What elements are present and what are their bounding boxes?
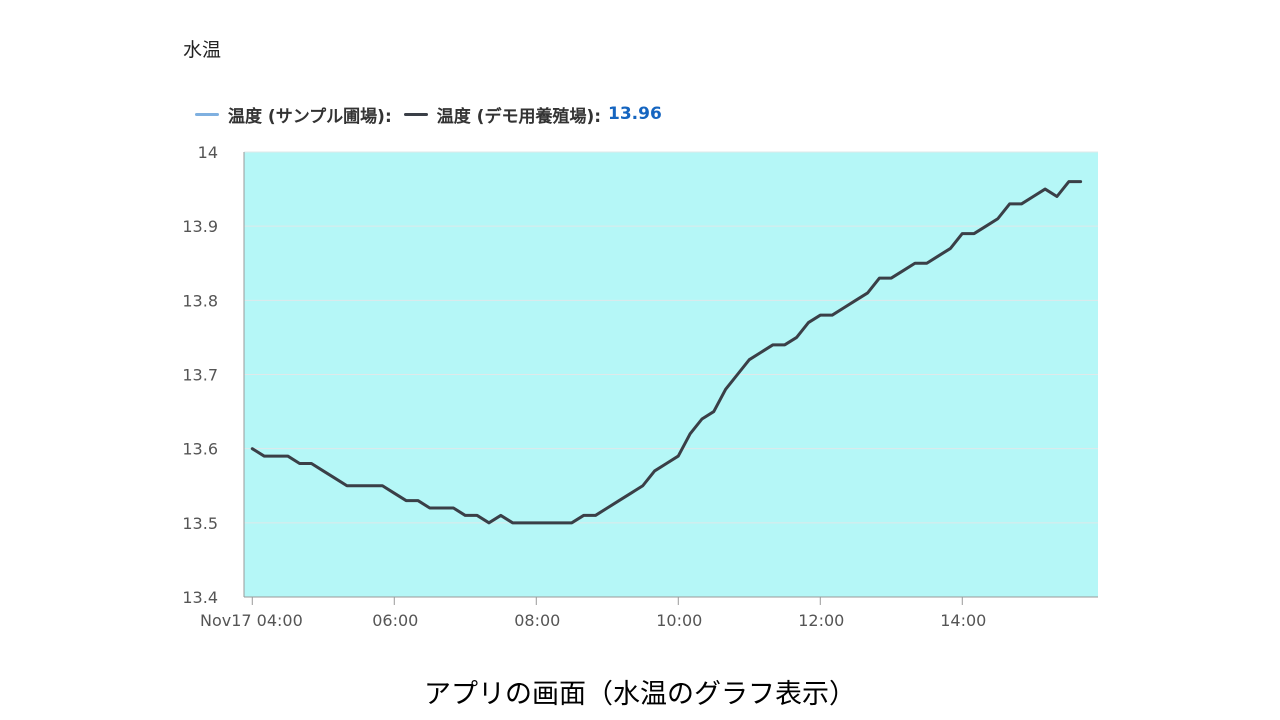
- y-tick-label: 13.5: [182, 514, 218, 533]
- chart-legend: 温度 (サンプル圃場): 温度 (デモ用養殖場): 13.96: [195, 101, 674, 127]
- legend-label-demo-farm: 温度 (デモ用養殖場):: [436, 106, 602, 127]
- x-tick-label: 10:00: [656, 611, 702, 630]
- legend-item-demo-farm[interactable]: 温度 (デモ用養殖場): 13.96: [403, 102, 662, 127]
- screen-caption: アプリの画面（水温のグラフ表示）: [424, 679, 856, 710]
- series-line-demo-farm: [250, 180, 1083, 525]
- y-tick-label: 13.7: [182, 366, 218, 385]
- legend-swatch-demo-farm: [403, 112, 428, 116]
- x-tick-label: 06:00: [372, 611, 418, 630]
- y-tick-label: 13.4: [182, 588, 218, 607]
- plot-background: [244, 152, 1098, 597]
- legend-swatch-sample-field: [195, 112, 219, 116]
- y-tick-label: 13.8: [182, 291, 218, 310]
- x-tick-label: Nov17 04:00: [200, 611, 303, 630]
- legend-item-sample-field[interactable]: 温度 (サンプル圃場):: [195, 102, 392, 127]
- y-tick-label: 14: [198, 143, 218, 162]
- legend-current-value: 13.96: [608, 104, 662, 124]
- y-tick-label: 13.9: [182, 217, 218, 236]
- panel-title: 水温: [183, 39, 222, 61]
- legend-label-sample-field: 温度 (サンプル圃場):: [228, 106, 392, 127]
- x-tick-label: 14:00: [940, 611, 986, 630]
- x-tick-label: 12:00: [798, 611, 844, 630]
- y-tick-label: 13.6: [182, 440, 218, 459]
- x-tick-label: 08:00: [514, 611, 560, 630]
